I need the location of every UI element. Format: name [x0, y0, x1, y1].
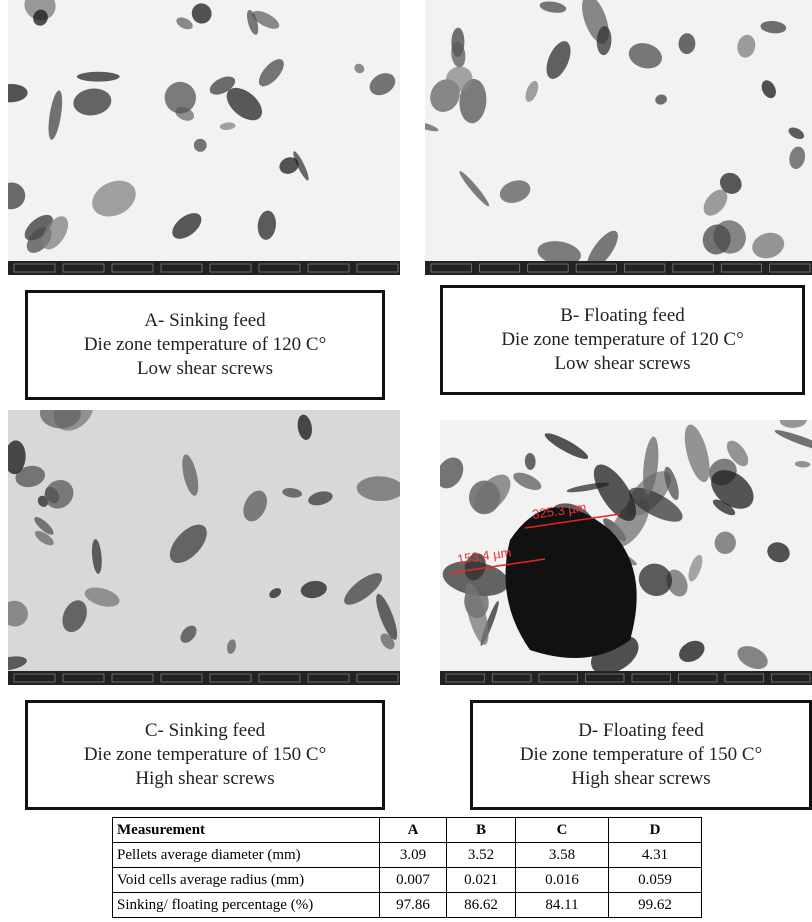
table-cell: Pellets average diameter (mm): [113, 843, 380, 868]
header-cell: C: [516, 818, 609, 843]
info-bar: [440, 671, 812, 685]
table-cell: 3.58: [516, 843, 609, 868]
caption-line: C- Sinking feed: [145, 719, 265, 743]
caption-line: Die zone temperature of 120 C°: [501, 328, 743, 352]
table-cell: 86.62: [447, 893, 516, 918]
header-cell: A: [380, 818, 447, 843]
image-background: [8, 410, 400, 685]
caption-box: A- Sinking feedDie zone temperature of 1…: [25, 290, 385, 400]
caption-box: B- Floating feedDie zone temperature of …: [440, 285, 805, 395]
sem-image: [8, 0, 400, 275]
header-cell: Measurement: [113, 818, 380, 843]
header-cell: B: [447, 818, 516, 843]
caption-line: Low shear screws: [554, 352, 690, 376]
info-bar: [8, 671, 400, 685]
table-cell: 0.016: [516, 868, 609, 893]
table-cell: Sinking/ floating percentage (%): [113, 893, 380, 918]
table-cell: 4.31: [609, 843, 702, 868]
measurement-table: MeasurementABCDPellets average diameter …: [112, 817, 702, 918]
caption-line: Die zone temperature of 150 C°: [84, 743, 326, 767]
caption-line: Die zone temperature of 120 C°: [84, 333, 326, 357]
table-cell: Void cells average radius (mm): [113, 868, 380, 893]
caption-line: Die zone temperature of 150 C°: [520, 743, 762, 767]
caption-line: D- Floating feed: [578, 719, 704, 743]
caption-line: A- Sinking feed: [144, 309, 265, 333]
sem-image: [425, 0, 812, 275]
info-bar: [8, 261, 400, 275]
table-cell: 99.62: [609, 893, 702, 918]
table-cell: 0.021: [447, 868, 516, 893]
header-row: MeasurementABCD: [113, 818, 702, 843]
table-row: Void cells average radius (mm)0.0070.021…: [113, 868, 702, 893]
table-cell: 0.007: [380, 868, 447, 893]
page: A- Sinking feedDie zone temperature of 1…: [0, 0, 812, 922]
table-cell: 3.52: [447, 843, 516, 868]
info-bar: [425, 261, 812, 275]
surface-feature: [77, 72, 120, 82]
caption-line: Low shear screws: [137, 357, 273, 381]
table-cell: 84.11: [516, 893, 609, 918]
image-background: [8, 0, 400, 275]
caption-line: High shear screws: [135, 767, 274, 791]
table-cell: 0.059: [609, 868, 702, 893]
table-cell: 97.86: [380, 893, 447, 918]
table-cell: 3.09: [380, 843, 447, 868]
caption-line: B- Floating feed: [560, 304, 685, 328]
header-cell: D: [609, 818, 702, 843]
sem-image: [8, 410, 400, 685]
caption-line: High shear screws: [571, 767, 710, 791]
